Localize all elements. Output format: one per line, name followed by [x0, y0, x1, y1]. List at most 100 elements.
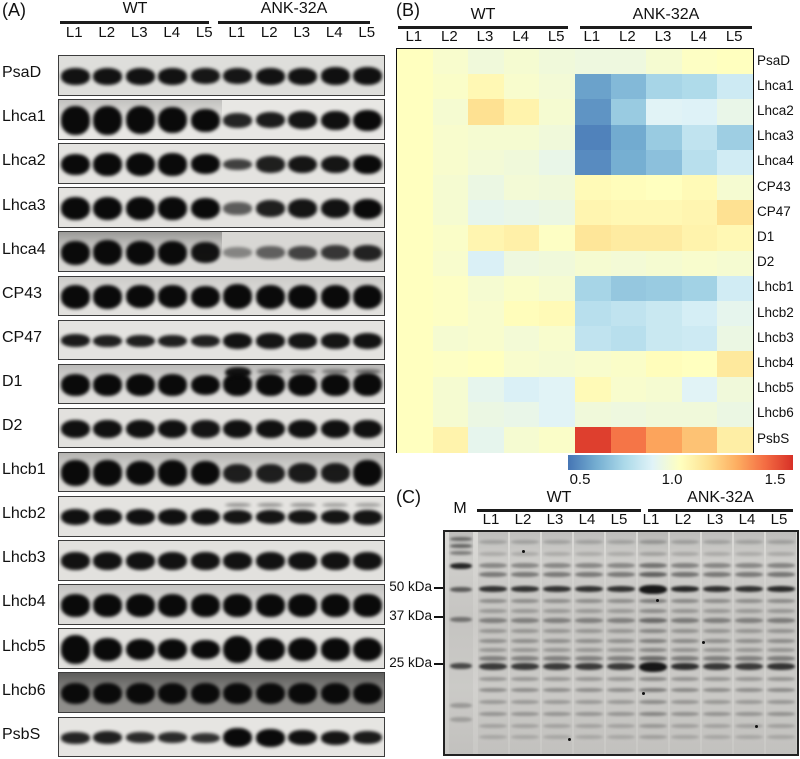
gel-band	[479, 539, 507, 544]
gel-lane-smear	[542, 532, 572, 564]
blot-band	[288, 463, 318, 484]
blot-band	[60, 509, 90, 526]
blot-band	[223, 683, 253, 705]
gel-band	[703, 598, 731, 603]
gel-band	[511, 647, 539, 652]
gel-band	[735, 735, 763, 740]
blot-band	[60, 240, 90, 265]
heatmap-cell	[539, 351, 576, 378]
blot-extra-band	[224, 366, 251, 379]
gel-band	[639, 647, 667, 652]
lane-label: L3	[293, 24, 311, 41]
blot-band	[60, 731, 90, 744]
panel-b-letter: (B)	[396, 0, 420, 20]
panel-a-group-wt-label: WT	[122, 0, 148, 17]
heatmap-cell	[610, 225, 647, 252]
heatmap-cell	[610, 200, 647, 226]
blot-band	[93, 552, 123, 571]
heatmap-cell	[539, 175, 576, 201]
gel-lane-smear	[670, 532, 700, 564]
blot-band	[288, 333, 318, 349]
heatmap	[396, 48, 754, 453]
gel-band	[735, 663, 763, 671]
blot-row-label: Lhca4	[2, 240, 46, 258]
gel-band	[639, 638, 667, 643]
gel-band	[767, 539, 795, 544]
blot-band	[288, 683, 318, 705]
panel-a-ank-group-line	[218, 21, 370, 24]
heatmap-cell	[503, 427, 540, 453]
heatmap-cell	[681, 175, 718, 201]
blot-band	[93, 284, 123, 309]
gel-band	[450, 717, 472, 723]
heatmap-cell	[717, 376, 754, 403]
blot-band	[353, 284, 383, 309]
blot-band	[60, 67, 90, 85]
heatmap-cell	[539, 326, 576, 352]
lane-label: L1	[482, 511, 500, 528]
blot-band	[158, 552, 188, 571]
blot-band	[93, 196, 123, 221]
gel-band	[511, 724, 539, 729]
blot-row-label: CP43	[2, 284, 43, 302]
colorbar-tick-mid: 1.0	[661, 471, 683, 488]
heatmap-cell	[681, 49, 718, 75]
heatmap-cell	[681, 74, 718, 100]
blot-band	[190, 108, 220, 132]
gel-band	[450, 587, 472, 593]
heatmap-cell	[539, 149, 576, 176]
blot-band	[60, 284, 90, 309]
lane-label: L1	[583, 28, 601, 45]
gel-band	[735, 562, 763, 568]
blot-band	[125, 374, 155, 396]
gel-band	[607, 663, 635, 671]
blot-row-label: CP47	[2, 328, 43, 346]
gel-band	[671, 647, 699, 652]
heatmap-cell	[575, 427, 612, 453]
gel-band	[479, 571, 507, 577]
blot-band	[255, 284, 285, 309]
blot-band	[125, 419, 155, 439]
blot-band	[255, 463, 285, 483]
blot-extra-band	[257, 502, 284, 507]
gel-lane	[638, 532, 668, 754]
heatmap-row-label: PsbS	[757, 430, 790, 446]
blot-band	[223, 284, 253, 310]
blot-strip	[58, 99, 385, 140]
blot-band	[255, 200, 285, 217]
gel-band	[479, 712, 507, 717]
blot-strip	[58, 143, 385, 184]
heatmap-cell	[575, 275, 612, 302]
gel-band	[511, 656, 539, 662]
gel-band	[703, 712, 731, 717]
heatmap-cell	[503, 74, 540, 100]
panel-a-wt-group-line	[60, 21, 209, 24]
gel-band	[767, 656, 795, 662]
heatmap-cell	[397, 124, 434, 151]
lane-label: L4	[738, 511, 756, 528]
heatmap-cell	[681, 149, 718, 176]
blot-band	[158, 594, 188, 617]
blot-band	[190, 242, 220, 264]
heatmap-cell	[539, 74, 576, 100]
heatmap-cell	[468, 427, 505, 453]
blot-strip	[58, 628, 385, 669]
blot-band	[255, 246, 285, 259]
gel-band	[735, 618, 763, 624]
gel-band	[703, 586, 731, 593]
lane-label: L2	[441, 28, 458, 45]
colorbar-tick-max: 1.5	[764, 471, 786, 488]
gel-band	[703, 552, 731, 557]
heatmap-row-label: Lhcb1	[757, 279, 794, 295]
blot-band	[158, 285, 188, 309]
heatmap-cell	[610, 250, 647, 277]
heatmap-cell	[397, 99, 434, 126]
blot-band	[255, 67, 285, 85]
blot-band	[288, 284, 318, 309]
gel-band	[543, 598, 571, 603]
blot-row-label: PsbS	[2, 725, 41, 743]
lane-label: L4	[512, 28, 529, 45]
heatmap-cell	[681, 401, 718, 428]
gel-band	[479, 687, 507, 692]
gel-band	[575, 676, 603, 681]
